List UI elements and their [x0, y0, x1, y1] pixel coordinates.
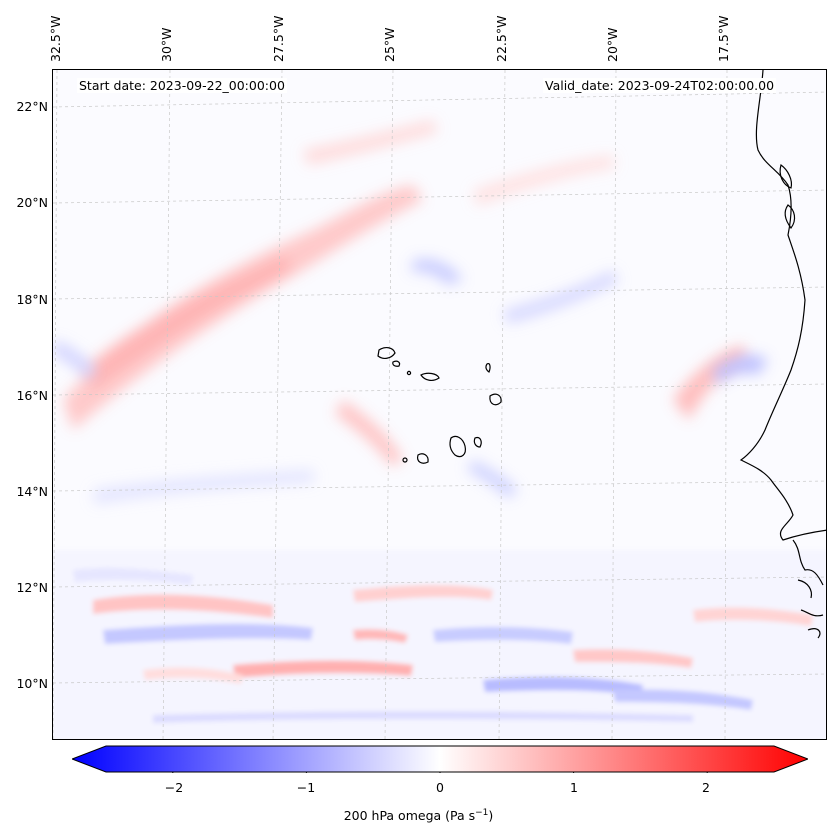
colorbar-label: 200 hPa omega (Pa s−1)	[0, 808, 837, 823]
island-santa-luzia	[406, 370, 412, 376]
island-santo-antao	[377, 347, 396, 359]
lat-label-16n: 16°N	[16, 388, 48, 403]
island-sal	[485, 362, 491, 373]
lon-label-25w: 25°W	[382, 27, 397, 62]
lon-label-20w: 20°W	[605, 27, 620, 62]
lat-label-18n: 18°N	[16, 292, 48, 307]
omega-shading	[53, 120, 826, 739]
lon-label-30w: 30°W	[159, 27, 174, 62]
start-date-label: Start date: 2023-09-22_00:00:00	[77, 78, 287, 93]
lon-label-32-5w: 32.5°W	[48, 15, 63, 62]
lon-label-22-5w: 22.5°W	[494, 15, 509, 62]
cape-verde-islands	[377, 347, 502, 464]
lon-label-17-5w: 17.5°W	[716, 15, 731, 62]
coastlines	[739, 70, 826, 639]
island-sao-nicolau	[420, 372, 440, 381]
lon-label-27-5w: 27.5°W	[271, 15, 286, 62]
lat-label-12n: 12°N	[16, 580, 48, 595]
tick-label-2: 2	[702, 780, 710, 795]
lat-label-22n: 22°N	[16, 99, 48, 114]
colorbar-label-end: )	[488, 808, 494, 824]
tick-label-minus-2: −2	[164, 780, 184, 795]
lat-label-20n: 20°N	[16, 195, 48, 210]
omega-field-map	[53, 70, 826, 739]
island-brava	[402, 457, 408, 463]
lat-label-14n: 14°N	[16, 484, 48, 499]
colorbar-label-main: 200 hPa omega (Pa s	[343, 808, 476, 824]
tick-label-1: 1	[570, 780, 578, 795]
island-fogo	[417, 453, 429, 464]
tick-label-minus-1: −1	[296, 780, 316, 795]
map-panel	[52, 69, 827, 740]
lat-label-10n: 10°N	[16, 676, 48, 691]
valid-date-label: Valid_date: 2023-09-24T02:00:00.00	[543, 78, 777, 93]
island-santiago	[449, 435, 466, 458]
island-sao-vicente	[392, 360, 401, 367]
colorbar	[70, 745, 810, 776]
graticule	[53, 70, 826, 739]
colorbar-gradient	[70, 745, 810, 776]
colorbar-label-sup: −1	[475, 808, 489, 818]
island-boa-vista	[489, 393, 502, 406]
tick-label-0: 0	[436, 780, 444, 795]
island-maio	[473, 436, 482, 448]
